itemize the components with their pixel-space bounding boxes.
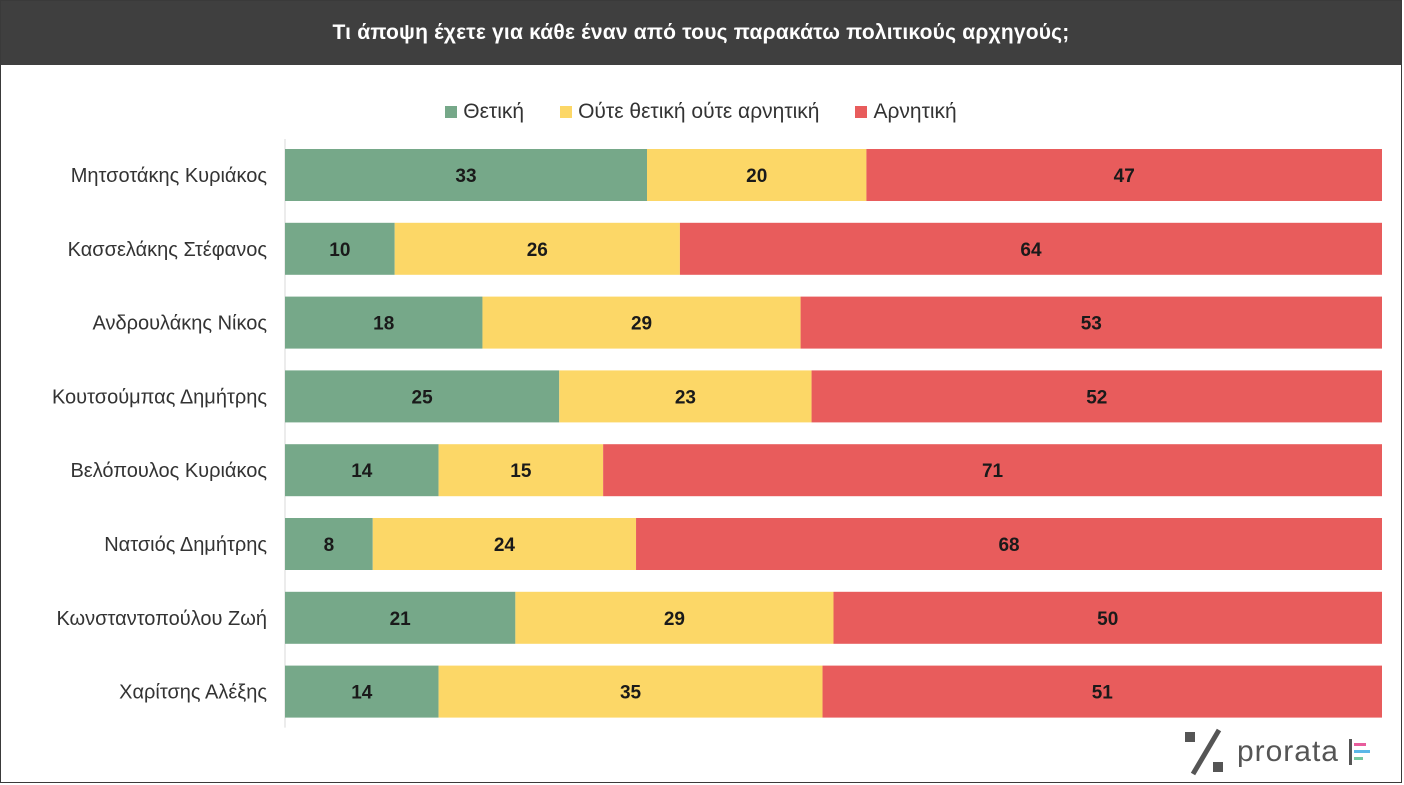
- bar-segment: [285, 222, 395, 275]
- bar-segment: [636, 518, 1382, 570]
- category-label: Ανδρουλάκης Νίκος: [92, 313, 267, 335]
- bar-segment: [603, 444, 1382, 497]
- logo-bars-icon: [1349, 739, 1370, 765]
- data-label: 53: [1081, 314, 1102, 335]
- bar-segment: [822, 665, 1382, 718]
- data-label: 20: [746, 166, 767, 187]
- data-label: 21: [390, 609, 412, 630]
- category-label: Κουτσούμπας Δημήτρης: [52, 386, 267, 408]
- bar-segment: [285, 591, 516, 644]
- legend-item: Ούτε θετική ούτε αρνητική: [560, 100, 819, 124]
- data-label: 14: [351, 461, 373, 482]
- legend-swatch: [560, 106, 573, 118]
- category-label: Κωνσταντοπούλου Ζωή: [56, 608, 267, 630]
- bar-segment: [438, 444, 604, 497]
- bar-segment: [811, 370, 1382, 423]
- bar-segment: [285, 149, 648, 201]
- category-label: Κασσελάκης Στέφανος: [68, 239, 268, 261]
- chart-legend: Θετική Ούτε θετική ούτε αρνητική Αρνητική: [1, 100, 1401, 124]
- data-label: 29: [664, 609, 685, 630]
- category-label: Βελόπουλος Κυριάκος: [70, 460, 267, 482]
- percent-icon: [1184, 728, 1223, 776]
- data-label: 24: [494, 535, 516, 556]
- bar-segment: [866, 149, 1382, 201]
- data-label: 33: [455, 166, 476, 187]
- bar-segment: [285, 370, 560, 423]
- data-label: 25: [412, 387, 434, 408]
- data-label: 71: [982, 461, 1004, 482]
- bar-segment: [679, 222, 1382, 275]
- legend-swatch: [855, 106, 868, 118]
- bar-segment: [438, 665, 823, 718]
- logo-text: prorata: [1236, 735, 1339, 768]
- legend-label: Αρνητική: [873, 100, 957, 123]
- data-label: 23: [675, 387, 696, 408]
- bar-segment: [482, 296, 801, 349]
- legend-item: Θετική: [445, 100, 524, 124]
- bar-segment: [515, 591, 834, 644]
- bar-segment: [559, 370, 812, 423]
- bar-segment: [800, 296, 1382, 349]
- data-label: 26: [527, 240, 548, 261]
- data-label: 47: [1114, 166, 1135, 187]
- data-label: 64: [1020, 240, 1042, 261]
- legend-label: Θετική: [463, 100, 525, 123]
- data-label: 51: [1092, 683, 1114, 704]
- data-label: 50: [1097, 609, 1118, 630]
- data-label: 35: [620, 683, 642, 704]
- data-label: 14: [351, 683, 373, 704]
- data-label: 10: [329, 240, 350, 261]
- legend-label: Ούτε θετική ούτε αρνητική: [578, 100, 820, 123]
- bar-segment: [647, 149, 867, 201]
- bar-segment: [285, 444, 439, 497]
- legend-swatch: [445, 106, 458, 118]
- bar-segment: [833, 591, 1382, 644]
- category-label: Χαρίτσης Αλέξης: [119, 682, 267, 704]
- chart-title: Τι άποψη έχετε για κάθε έναν από τους πα…: [1, 1, 1401, 65]
- data-label: 15: [510, 461, 532, 482]
- category-label: Μητσοτάκης Κυριάκος: [71, 165, 268, 187]
- data-label: 18: [373, 314, 394, 335]
- data-label: 8: [324, 535, 335, 556]
- bar-segment: [285, 665, 439, 718]
- data-label: 52: [1086, 387, 1107, 408]
- data-label: 29: [631, 314, 652, 335]
- legend-item: Αρνητική: [855, 100, 957, 124]
- prorata-logo: prorata: [1183, 728, 1371, 776]
- bar-segment: [394, 222, 680, 275]
- data-label: 68: [998, 535, 1019, 556]
- bar-segment: [285, 518, 373, 570]
- category-label: Νατσιός Δημήτρης: [104, 534, 267, 556]
- bar-segment: [372, 518, 637, 570]
- bar-segment: [285, 296, 483, 349]
